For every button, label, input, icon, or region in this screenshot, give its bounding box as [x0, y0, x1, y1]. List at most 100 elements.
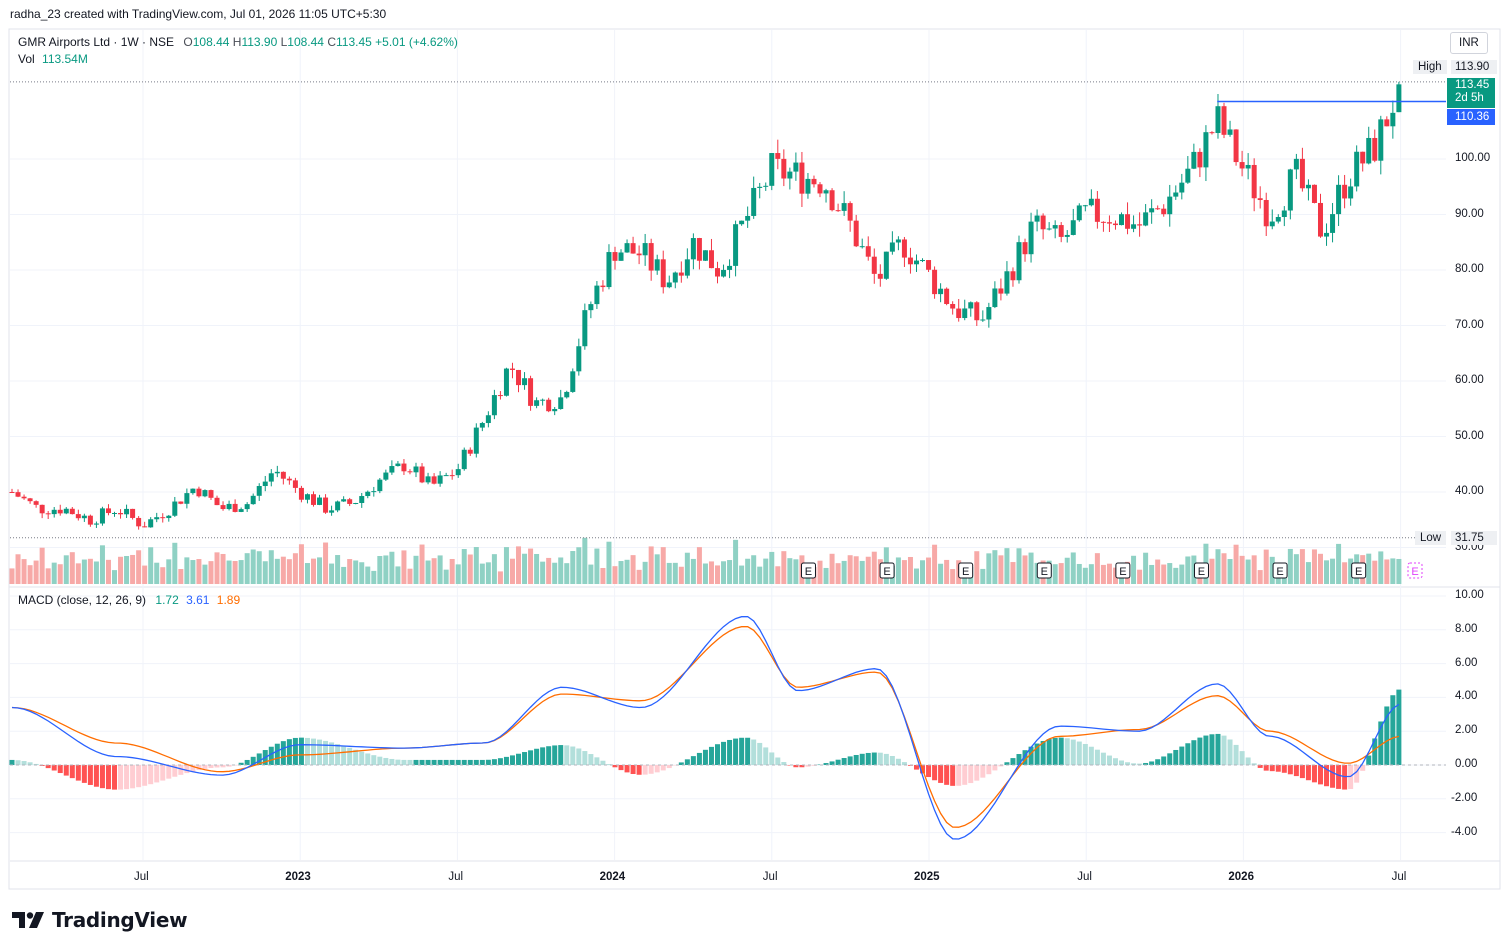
macd-histogram-bar — [148, 765, 154, 785]
candle-body — [1149, 208, 1155, 213]
price-tick-label: 70.00 — [1455, 318, 1484, 331]
macd-histogram-bar — [226, 765, 232, 767]
volume-bar — [1004, 548, 1010, 584]
tradingview-logo[interactable]: TradingView — [12, 908, 188, 932]
volume-bar — [449, 558, 455, 584]
macd-histogram-bar — [341, 745, 347, 765]
volume-bar — [112, 570, 118, 584]
currency-selector[interactable]: INR — [1450, 32, 1488, 54]
volume-bar — [33, 560, 39, 584]
macd-histogram-bar — [449, 759, 455, 765]
candle-body — [142, 526, 148, 528]
volume-bar — [57, 564, 63, 584]
candle-body — [522, 378, 528, 386]
volume-bar — [1209, 558, 1215, 584]
macd-histogram-bar — [733, 738, 739, 765]
macd-histogram-bar — [371, 755, 377, 765]
candle-body — [564, 391, 570, 398]
candle-body — [395, 463, 401, 467]
candle-body — [9, 492, 15, 493]
volume-bar — [371, 570, 377, 584]
candle-body — [787, 171, 793, 179]
candle-body — [39, 504, 45, 514]
symbol-name[interactable]: GMR Airports Ltd · 1W · NSE — [18, 35, 175, 49]
candle-body — [1052, 225, 1058, 229]
volume-bar — [702, 563, 708, 584]
symbol-legend[interactable]: GMR Airports Ltd · 1W · NSE O108.44 H113… — [18, 35, 458, 49]
volume-bar — [721, 561, 727, 584]
time-tick-label: 2025 — [914, 871, 940, 883]
candle-body — [1384, 119, 1390, 127]
candle-body — [57, 509, 63, 514]
macd-tick-label: 10.00 — [1455, 589, 1484, 601]
volume-bar — [1287, 548, 1293, 584]
volume-bar — [522, 553, 528, 584]
time-tick-label: Jul — [134, 871, 149, 883]
macd-histogram-bar — [1245, 757, 1251, 765]
close-label: C — [327, 35, 336, 49]
candle-body — [81, 515, 87, 519]
candle-body — [1233, 129, 1239, 163]
macd-histogram-bar — [1179, 746, 1185, 765]
volume-bar — [696, 547, 702, 584]
candle-body — [1299, 158, 1305, 189]
macd-histogram-bar — [528, 750, 534, 765]
signal-value: 3.61 — [186, 593, 210, 607]
macd-histogram-bar — [190, 765, 196, 772]
volume-bar — [479, 563, 485, 584]
earnings-marker — [1351, 562, 1367, 579]
macd-histogram-bar — [491, 759, 497, 765]
macd-histogram-bar — [202, 765, 208, 769]
candle-body — [310, 494, 316, 505]
macd-histogram-bar — [715, 744, 721, 765]
volume-bar — [196, 559, 202, 584]
volume-bar — [190, 560, 196, 584]
macd-histogram-bar — [763, 747, 769, 765]
candle-body — [292, 480, 298, 488]
volume-bar — [63, 555, 69, 584]
low-label: L — [280, 35, 288, 49]
macd-histogram-bar — [630, 765, 636, 774]
volume-bar — [672, 562, 678, 584]
macd-histogram-bar — [745, 737, 751, 765]
earnings-marker-label: E — [1276, 566, 1283, 578]
macd-legend[interactable]: MACD (close, 12, 26, 9) 1.72 3.61 1.89 — [18, 593, 240, 607]
candle-body — [166, 515, 172, 519]
volume-bar — [648, 546, 654, 584]
volume-bar — [93, 561, 99, 584]
candle-body — [1360, 151, 1366, 164]
candle-body — [63, 508, 69, 514]
macd-tick-label: 8.00 — [1455, 622, 1478, 635]
candle-body — [196, 488, 202, 497]
volume-legend[interactable]: Vol 113.54M — [18, 52, 88, 66]
volume-bar — [431, 558, 437, 584]
candle-body — [467, 449, 473, 454]
macd-histogram-bar — [45, 765, 51, 769]
candle-body — [118, 512, 124, 515]
volume-bar — [1052, 564, 1058, 584]
macd-histogram-bar — [172, 765, 178, 777]
macd-histogram-bar — [871, 752, 877, 765]
candle-body — [913, 260, 919, 265]
candle-body — [256, 486, 262, 496]
volume-bar — [250, 549, 256, 584]
candle-body — [226, 503, 232, 510]
candle-body — [558, 397, 564, 410]
candle-body — [1004, 271, 1010, 294]
volume-bar — [99, 545, 105, 584]
volume-bar — [1317, 553, 1323, 584]
volume-bar — [1064, 557, 1070, 584]
volume-bar — [684, 552, 690, 584]
macd-histogram-bar — [1203, 735, 1209, 765]
candle-body — [660, 259, 666, 288]
candle-body — [383, 472, 389, 480]
volume-bar — [244, 553, 250, 584]
volume-bar — [606, 541, 612, 584]
macd-histogram-bar — [1281, 765, 1287, 773]
macd-histogram-bar — [395, 759, 401, 765]
volume-bar — [124, 556, 130, 584]
candle-body — [1094, 198, 1100, 222]
macd-histogram-bar — [431, 759, 437, 765]
volume-bar — [907, 556, 913, 584]
